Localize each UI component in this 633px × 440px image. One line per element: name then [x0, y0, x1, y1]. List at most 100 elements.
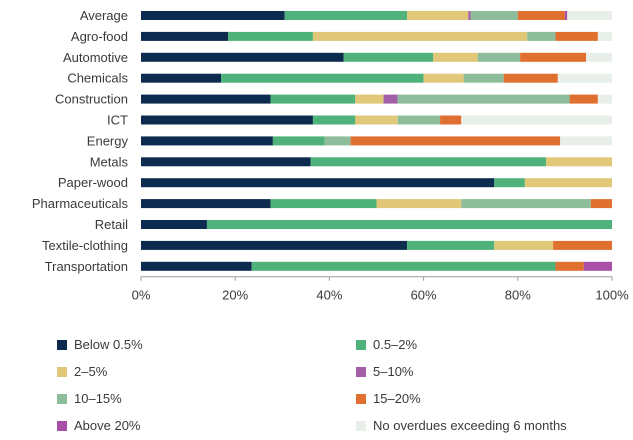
- legend-label: 5–10%: [373, 364, 414, 379]
- bar-segment: [461, 199, 591, 209]
- bar-segment: [141, 11, 285, 20]
- bar-segment: [527, 31, 556, 41]
- bar-segment: [141, 199, 271, 209]
- bar-segment: [477, 52, 521, 62]
- legend-swatch: [356, 339, 366, 350]
- bar-segment: [312, 31, 528, 41]
- bar-segment: [557, 73, 612, 83]
- legend-swatch: [356, 366, 366, 377]
- bar-segment: [555, 261, 584, 271]
- category-label: Textile-clothing: [42, 238, 128, 253]
- bar-segment: [423, 73, 464, 83]
- bar-segment: [494, 178, 525, 188]
- bar-segment: [517, 11, 565, 20]
- bar-segment: [141, 73, 222, 83]
- legend-item: No overdues exceeding 6 months: [356, 418, 567, 433]
- bar-segment: [586, 52, 612, 62]
- category-label: Chemicals: [67, 71, 128, 86]
- bar-segment: [463, 73, 504, 83]
- legend-swatch: [356, 420, 366, 431]
- category-label: Energy: [87, 133, 129, 148]
- bar-segment: [141, 115, 313, 125]
- bar-segment: [355, 94, 384, 104]
- legend-item: 10–15%: [57, 391, 122, 406]
- bar-segment: [206, 220, 612, 229]
- bar-segment: [270, 94, 356, 104]
- legend-label: Above 20%: [74, 418, 141, 433]
- bar-segment: [524, 178, 612, 188]
- legend-label: Below 0.5%: [74, 337, 143, 352]
- bar-segment: [141, 240, 408, 250]
- bar-segment: [312, 115, 356, 125]
- category-label: Paper-wood: [58, 175, 128, 190]
- bar-segment: [440, 115, 462, 125]
- category-label: Pharmaceuticals: [32, 196, 129, 211]
- bar-segment: [383, 94, 398, 104]
- x-tick-label: 40%: [316, 288, 342, 300]
- legend-label: 2–5%: [74, 364, 108, 379]
- bar-segment: [546, 157, 612, 167]
- bar-segment: [569, 94, 598, 104]
- bar-segment: [433, 52, 478, 62]
- category-label: Agro-food: [71, 29, 128, 44]
- bar-segment: [141, 220, 207, 229]
- category-label: Transportation: [45, 259, 128, 274]
- bar-segment: [397, 94, 570, 104]
- bar-segment: [272, 136, 325, 146]
- category-label: Automotive: [63, 50, 128, 65]
- bar-segment: [141, 261, 252, 271]
- bar-segment: [141, 136, 273, 146]
- legend-label: No overdues exceeding 6 months: [373, 418, 567, 433]
- bar-segment: [590, 199, 612, 209]
- category-label: Metals: [90, 154, 129, 169]
- bar-segment: [555, 31, 598, 41]
- bar-segment: [397, 115, 441, 125]
- legend-swatch: [57, 393, 67, 404]
- x-tick-label: 20%: [222, 288, 248, 300]
- bar-segment: [583, 261, 612, 271]
- legend-swatch: [57, 339, 67, 350]
- bar-segment: [560, 136, 612, 146]
- bar-segment: [350, 136, 561, 146]
- bar-segment: [141, 52, 344, 62]
- bar-segment: [461, 115, 612, 125]
- bar-segment: [564, 11, 568, 20]
- category-label: Construction: [55, 92, 128, 107]
- legend-swatch: [57, 420, 67, 431]
- legend-swatch: [57, 366, 67, 377]
- bar-segment: [597, 31, 612, 41]
- bar-segment: [597, 94, 612, 104]
- legend-swatch: [356, 393, 366, 404]
- bar-segment: [310, 157, 547, 167]
- bar-segment: [407, 240, 495, 250]
- legend-item: Above 20%: [57, 418, 141, 433]
- stacked-bar-chart: Average Agro-food Automotive Chemicals Const…: [32, 8, 629, 300]
- bar-segment: [470, 11, 518, 20]
- bar-segment: [343, 52, 434, 62]
- bar-segment: [141, 31, 229, 41]
- bar-segment: [141, 157, 311, 167]
- bar-segment: [520, 52, 587, 62]
- bar-segment: [251, 261, 556, 271]
- bar-segment: [270, 199, 377, 209]
- legend-item: Below 0.5%: [57, 337, 143, 352]
- bar-segment: [468, 11, 471, 20]
- bar-segment: [553, 240, 612, 250]
- x-tick-label: 60%: [411, 288, 437, 300]
- bar-segment: [567, 11, 612, 20]
- legend-item: 0.5–2%: [356, 337, 417, 352]
- legend-item: 15–20%: [356, 391, 421, 406]
- bar-segment: [221, 73, 424, 83]
- bar-segment: [503, 73, 558, 83]
- legend-label: 0.5–2%: [373, 337, 418, 352]
- legend-item: 2–5%: [57, 364, 107, 379]
- bar-segment: [324, 136, 351, 146]
- bar-segment: [228, 31, 313, 41]
- bar-segment: [494, 240, 554, 250]
- bar-segment: [407, 11, 469, 20]
- legend-label: 15–20%: [373, 391, 421, 406]
- bar-segment: [141, 178, 495, 188]
- legend-label: 10–15%: [74, 391, 122, 406]
- x-tick-label: 0%: [132, 288, 151, 300]
- bar-segment: [355, 115, 398, 125]
